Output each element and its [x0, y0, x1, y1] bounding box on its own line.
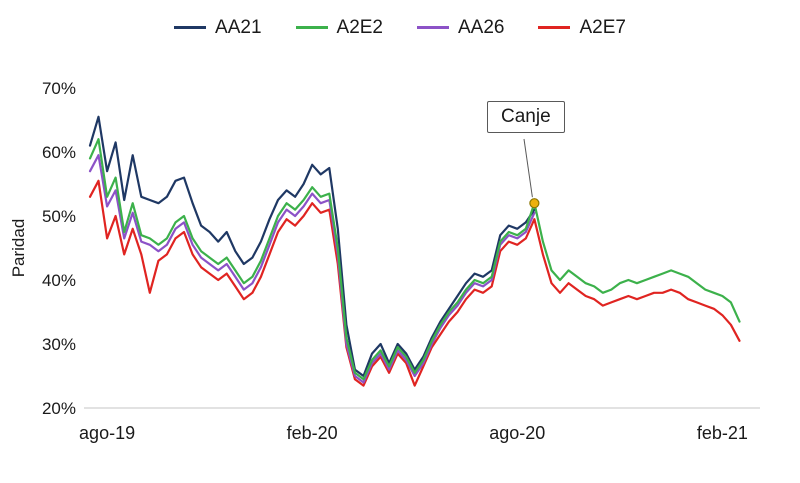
series-line-AA26: [88, 154, 536, 384]
y-tick-label: 30%: [42, 335, 76, 354]
legend-line-swatch-aa26: [417, 26, 449, 29]
legend-item-aa26: AA26: [417, 18, 504, 37]
legend-label-aa21: AA21: [215, 17, 262, 38]
annotation-canje-dot: [529, 198, 540, 209]
annotation-pointer-line: [523, 138, 533, 198]
legend-line-swatch-aa21: [174, 26, 207, 29]
y-tick-label: 60%: [42, 143, 76, 162]
series-line-A2E7: [88, 179, 741, 387]
y-tick-label: 50%: [42, 207, 76, 226]
legend-item-a2e7: A2E7: [538, 17, 626, 38]
y-tick-label: 20%: [42, 399, 76, 418]
legend-line-swatch-a2e7: [538, 26, 571, 29]
legend-label-aa26: AA26: [458, 17, 505, 38]
x-tick-label: feb-21: [697, 423, 748, 443]
legend-item-a2e2: A2E2: [295, 17, 383, 38]
legend-label-a2e2: A2E2: [336, 17, 383, 38]
y-tick-label: 40%: [42, 271, 76, 290]
x-tick-label: feb-20: [287, 423, 338, 443]
y-tick-label: 70%: [42, 79, 76, 98]
x-tick-label: ago-19: [79, 423, 135, 443]
series-line-AA21: [88, 115, 536, 378]
legend-line-swatch-a2e2: [295, 26, 328, 29]
x-tick-label: ago-20: [489, 423, 545, 443]
legend-label-a2e7: A2E7: [579, 17, 626, 38]
legend-item-aa21: AA21: [174, 17, 262, 38]
series-line-A2E2: [88, 138, 741, 381]
y-axis-title: Paridad: [9, 219, 28, 278]
annotation-canje-label: Canje: [487, 101, 565, 133]
chart-legend: AA21 A2E2 AA26 A2E7: [0, 18, 800, 37]
